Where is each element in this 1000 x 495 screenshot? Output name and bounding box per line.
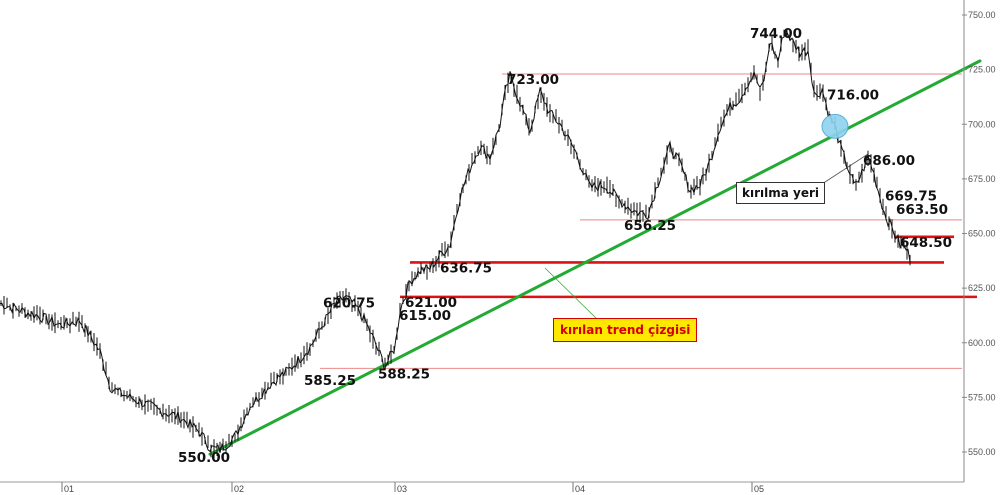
y-tick-label: 725.00 — [968, 65, 996, 75]
y-tick-label: 600.00 — [968, 338, 996, 348]
price-annotation: 550.00 — [178, 450, 230, 466]
trend-callout-leader — [544, 267, 599, 321]
break-callout: kırılma yeri — [736, 182, 826, 204]
y-tick-label: 575.00 — [968, 392, 996, 402]
x-tick-label: 02 — [234, 484, 244, 494]
price-series — [0, 28, 911, 458]
x-tick-label: 01 — [64, 484, 74, 494]
price-annotation: 716.00 — [827, 87, 879, 103]
price-annotation: 656.25 — [624, 218, 676, 234]
price-annotation: 621.00 — [405, 295, 457, 311]
x-axis: 01 02 03 04 05 — [0, 481, 964, 494]
x-tick-label: 04 — [575, 484, 585, 494]
y-tick-label: 675.00 — [968, 174, 996, 184]
trendline-layer — [208, 59, 982, 456]
price-annotation: 723.00 — [507, 72, 559, 88]
price-annotation: 620.75 — [323, 295, 375, 311]
y-tick-label: 650.00 — [968, 229, 996, 239]
price-line — [0, 28, 911, 453]
y-tick-label: 625.00 — [968, 283, 996, 293]
price-annotation: 615.00 — [399, 308, 451, 324]
price-annotation: 669.75 — [885, 188, 937, 204]
price-annotation: 588.25 — [378, 366, 430, 382]
x-tick-label: 05 — [754, 484, 764, 494]
price-annotation: 686.00 — [863, 153, 915, 169]
y-axis: 550.00 575.00 600.00 625.00 650.00 675.00 700.… — [962, 0, 996, 482]
broken-trendline — [208, 59, 982, 456]
price-annotation: 663.50 — [896, 202, 948, 218]
price-annotation: 636.75 — [440, 261, 492, 277]
break-point-marker — [821, 113, 849, 139]
price-annotation: 744.00 — [750, 26, 802, 42]
price-annotation: 648.50 — [900, 235, 952, 251]
y-tick-label: 700.00 — [968, 119, 996, 129]
price-annotation: 585.25 — [304, 373, 356, 389]
horizontal-levels — [320, 73, 977, 369]
trend-callout: kırılan trend çizgisi — [553, 318, 698, 342]
break-callout-leader — [821, 153, 869, 185]
y-tick-label: 550.00 — [968, 447, 996, 457]
break-marker-layer — [821, 113, 849, 139]
y-tick-label: 750.00 — [968, 10, 996, 20]
x-tick-label: 03 — [397, 484, 407, 494]
